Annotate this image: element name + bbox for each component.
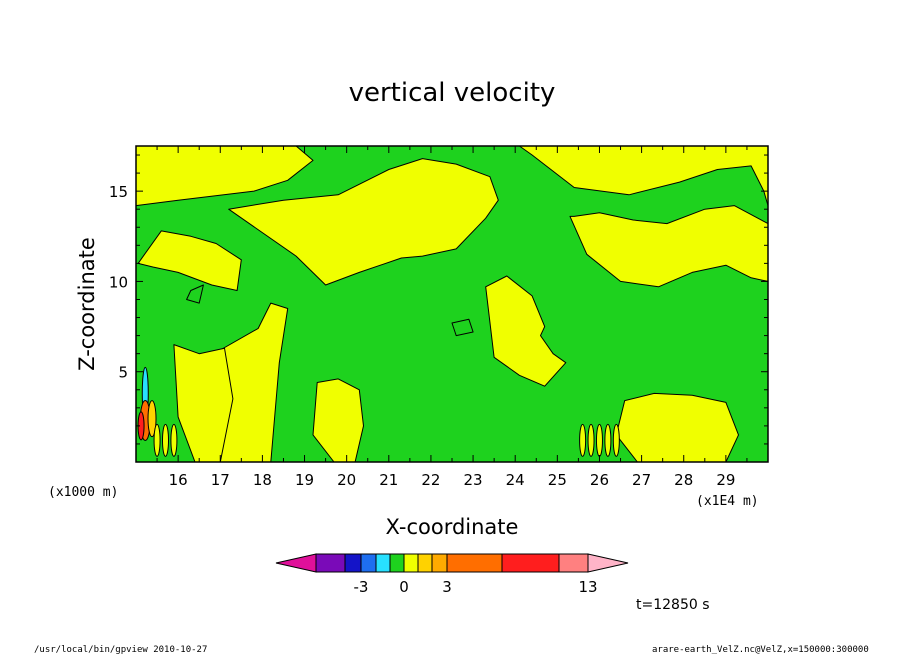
chart-title: vertical velocity <box>349 78 556 108</box>
colorbar-segment <box>389 553 405 573</box>
small-contour-cell <box>170 423 178 457</box>
y-tick-label: 5 <box>118 364 128 382</box>
y-unit-label: (x1000 m) <box>48 485 118 500</box>
x-tick-label: 19 <box>295 471 314 489</box>
x-tick-label: 16 <box>169 471 188 489</box>
axes: 16 17 18 19 20 21 22 23 24 25 26 27 28 29 5 10 15 <box>109 145 769 489</box>
contour-region-yellow <box>173 344 234 463</box>
colorbar-label: 0 <box>399 578 409 596</box>
colorbar-label: 3 <box>442 578 452 596</box>
contour-region-green <box>186 284 204 304</box>
x-tick-label: 28 <box>674 471 693 489</box>
colorbar-segment <box>344 553 362 573</box>
colorbar-segment <box>431 553 448 573</box>
colorbar-segment <box>558 553 589 573</box>
contour-region-yellow <box>485 275 567 387</box>
footer-right: arare-earth_VelZ.nc@VelZ,x=150000:300000 <box>652 645 869 654</box>
y-tick-label: 15 <box>109 183 128 201</box>
colorbar-segment <box>375 553 391 573</box>
small-contour-cell <box>595 423 603 457</box>
colorbar-max-arrow <box>587 553 629 573</box>
small-contour-cell <box>153 423 161 457</box>
x-tick-label: 22 <box>421 471 440 489</box>
x-tick-label: 23 <box>464 471 483 489</box>
colorbar-segment <box>501 553 560 573</box>
x-tick-label: 18 <box>253 471 272 489</box>
contour-region-yellow <box>228 158 499 286</box>
contour-region-yellow <box>137 230 242 291</box>
x-axis-title: X-coordinate <box>386 515 519 539</box>
small-contour-cell <box>604 423 612 457</box>
small-contour-cell <box>612 423 620 457</box>
time-label: t=12850 s <box>636 597 710 613</box>
strong-velocity-cell <box>147 400 157 438</box>
footer-left: /usr/local/bin/gpview 2010-10-27 <box>34 645 207 654</box>
x-tick-label: 25 <box>548 471 567 489</box>
contour-region-green <box>451 318 474 337</box>
colorbar-label: 13 <box>578 578 597 596</box>
x-tick-label: 27 <box>632 471 651 489</box>
x-tick-label: 17 <box>211 471 230 489</box>
small-contour-cell <box>579 423 587 457</box>
x-tick-label: 26 <box>590 471 609 489</box>
plot-area <box>135 145 769 463</box>
y-axis-title: Z-coordinate <box>75 237 99 371</box>
small-contour-cell <box>587 423 595 457</box>
colorbar-segment <box>360 553 377 573</box>
contour-region-yellow <box>615 392 739 463</box>
x-tick-label: 21 <box>379 471 398 489</box>
x-unit-label: (x1E4 m) <box>696 494 759 509</box>
colorbar-segment <box>446 553 503 573</box>
colorbar-segment <box>315 553 346 573</box>
contour-region-yellow <box>312 378 364 463</box>
colorbar-segment <box>403 553 419 573</box>
colorbar-label: -3 <box>354 578 369 596</box>
colorbar-min-arrow <box>275 553 317 573</box>
x-tick-label: 29 <box>716 471 735 489</box>
y-tick-label: 10 <box>109 273 128 291</box>
x-tick-label: 24 <box>506 471 525 489</box>
small-contour-cell <box>161 423 169 457</box>
colorbar-segment <box>417 553 433 573</box>
x-tick-label: 20 <box>337 471 356 489</box>
colorbar: -3 0 3 13 <box>275 553 629 596</box>
